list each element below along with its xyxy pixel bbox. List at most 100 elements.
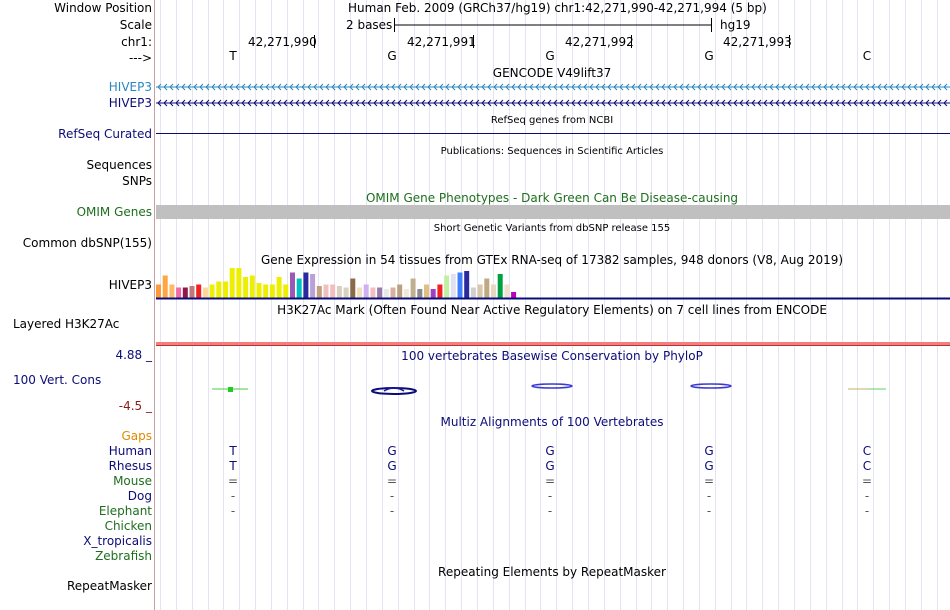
species-label[interactable]: Rhesus (108, 459, 152, 473)
strand-chevron (667, 99, 672, 107)
strand-chevron (229, 99, 234, 107)
strand-chevron (553, 83, 558, 91)
strand-chevron (571, 83, 576, 91)
conservation-track[interactable] (156, 380, 950, 400)
strand-chevron (655, 99, 660, 107)
strand-chevron (589, 99, 594, 107)
gtex-tissue-bar (202, 287, 208, 298)
gencode-features[interactable] (156, 81, 950, 111)
omim-feature-bar[interactable] (156, 205, 950, 219)
grid-line (445, 0, 446, 610)
strand-chevron (559, 99, 564, 107)
grid-line (604, 0, 605, 610)
dbsnp-track-label[interactable]: Common dbSNP(155) (22, 236, 152, 250)
strand-chevron (199, 83, 204, 91)
gtex-tissue-bar (477, 284, 483, 298)
strand-chevron (787, 83, 792, 91)
strand-chevron (181, 99, 186, 107)
strand-chevron (373, 83, 378, 91)
strand-chevron (871, 83, 876, 91)
strand-chevron (361, 83, 366, 91)
species-label[interactable]: Chicken (104, 519, 152, 533)
strand-chevron (205, 83, 210, 91)
grid-line (857, 0, 858, 610)
h3k27ac-track-label[interactable]: Layered H3K27Ac (13, 317, 120, 331)
strand-chevron (403, 83, 408, 91)
species-label[interactable]: Zebrafish (95, 549, 152, 563)
gtex-tissue-bar (350, 278, 356, 298)
strand-chevron (607, 83, 612, 91)
refseq-feature[interactable] (156, 133, 950, 134)
publications-sequences-label[interactable]: Sequences (86, 158, 152, 172)
strand-chevron (715, 83, 720, 91)
strand-chevron (457, 83, 462, 91)
strand-chevron (769, 99, 774, 107)
strand-chevron (247, 99, 252, 107)
repeatmasker-track-label[interactable]: RepeatMasker (66, 579, 152, 593)
scale-text: 2 bases (346, 18, 393, 32)
gtex-tissue-bar (249, 275, 255, 298)
publications-snps-label[interactable]: SNPs (122, 174, 152, 188)
strand-chevron (403, 99, 408, 107)
strand-chevron (355, 99, 360, 107)
multiz-gaps-label[interactable]: Gaps (121, 429, 152, 443)
alignment-base: - (706, 504, 712, 518)
strand-chevron (865, 99, 870, 107)
gtex-bar-chart[interactable] (156, 266, 950, 300)
strand-chevron (889, 99, 894, 107)
strand-chevron (199, 99, 204, 107)
strand-chevron (421, 99, 426, 107)
strand-chevron (859, 99, 864, 107)
strand-chevron (919, 83, 924, 91)
strand-chevron (913, 83, 918, 91)
gtex-tissue-bar (209, 284, 215, 298)
strand-chevron (187, 99, 192, 107)
gtex-track-label[interactable]: HIVEP3 (108, 278, 152, 292)
strand-chevron (811, 99, 816, 107)
gencode-track-label-1[interactable]: HIVEP3 (108, 80, 152, 94)
strand-chevron (553, 99, 558, 107)
conservation-track-label[interactable]: 100 Vert. Cons (13, 373, 102, 387)
species-label[interactable]: Elephant (98, 504, 152, 518)
strand-chevron (523, 99, 528, 107)
alignment-base: = (544, 474, 556, 488)
omim-title: OMIM Gene Phenotypes - Dark Green Can Be… (365, 191, 739, 205)
gtex-tissue-bar (283, 284, 289, 298)
species-label[interactable]: X_tropicalis (83, 534, 152, 548)
gtex-tissue-bar (323, 284, 329, 298)
strand-chevron (475, 83, 480, 91)
strand-chevron (379, 99, 384, 107)
strand-chevron (307, 99, 312, 107)
strand-chevron (427, 99, 432, 107)
strand-chevron (235, 99, 240, 107)
omim-track-label[interactable]: OMIM Genes (76, 205, 152, 219)
gtex-title: Gene Expression in 54 tissues from GTEx … (260, 253, 844, 267)
strand-chevron (733, 83, 738, 91)
strand-chevron (277, 83, 282, 91)
strand-chevron (697, 99, 702, 107)
gtex-tissue-bar (343, 287, 349, 298)
strand-chevron (169, 83, 174, 91)
species-label[interactable]: Mouse (113, 474, 152, 488)
species-label[interactable]: Dog (127, 489, 152, 503)
strand-chevron (511, 99, 516, 107)
strand-chevron (907, 99, 912, 107)
grid-line (509, 0, 510, 610)
species-label[interactable]: Human (108, 444, 152, 458)
grid-line (255, 0, 256, 610)
grid-line (572, 0, 573, 610)
refseq-track-label[interactable]: RefSeq Curated (58, 127, 152, 141)
grid-line (461, 0, 462, 610)
gencode-track-label-2[interactable]: HIVEP3 (108, 96, 152, 110)
gtex-tissue-bar (424, 284, 429, 298)
strand-chevron (793, 83, 798, 91)
tick-mark (789, 35, 790, 48)
strand-chevron (439, 99, 444, 107)
strand-chevron (691, 99, 696, 107)
gtex-tissue-bar (504, 284, 510, 298)
strand-chevron (877, 99, 882, 107)
grid-line (334, 0, 335, 610)
h3k27ac-signal[interactable] (156, 342, 950, 345)
strand-chevron (883, 99, 888, 107)
strand-chevron (157, 99, 162, 107)
